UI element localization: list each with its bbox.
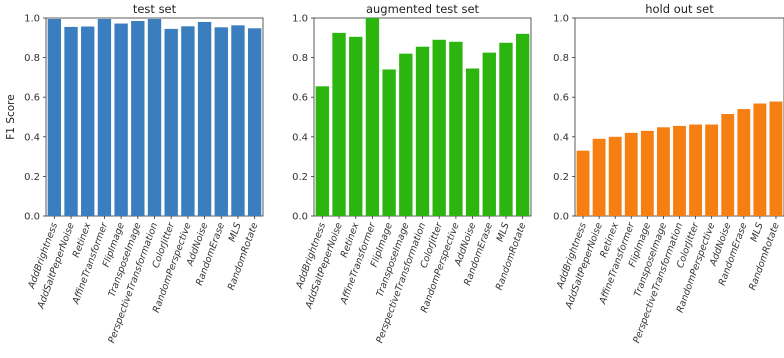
chart-panel: 0.00.20.40.60.81.0AddBrightnessAddSaltPe… xyxy=(292,2,532,345)
bar xyxy=(769,101,783,216)
y-tick-label: 0.6 xyxy=(553,93,569,104)
y-tick-label: 0.4 xyxy=(292,132,308,143)
bar xyxy=(315,86,330,216)
bar xyxy=(656,127,670,216)
y-tick-label: 0.4 xyxy=(24,132,40,143)
bar xyxy=(332,32,346,216)
y-tick-label: 0.2 xyxy=(292,172,308,183)
bar xyxy=(499,42,513,216)
chart-panel: 0.00.20.40.60.81.0AddBrightnessAddSaltPe… xyxy=(553,2,784,345)
bar xyxy=(164,28,178,216)
bar xyxy=(689,124,703,216)
bar xyxy=(147,18,162,216)
x-tick-label: MLS xyxy=(749,221,766,243)
bar xyxy=(515,33,530,217)
bar xyxy=(673,125,686,216)
chart-title: augmented test set xyxy=(366,2,480,16)
bar xyxy=(114,23,128,216)
bar xyxy=(64,26,78,216)
chart-title: hold out set xyxy=(645,2,714,16)
bar xyxy=(197,21,212,217)
bar xyxy=(449,41,463,217)
bar xyxy=(640,130,654,216)
y-tick-label: 1.0 xyxy=(553,14,569,25)
bar xyxy=(382,69,396,216)
bar xyxy=(576,150,590,216)
y-tick-label: 0.0 xyxy=(292,212,308,223)
y-tick-label: 1.0 xyxy=(292,14,308,25)
y-tick-label: 0.8 xyxy=(553,53,569,64)
y-tick-label: 0.4 xyxy=(553,132,569,143)
bar xyxy=(365,18,380,216)
bar xyxy=(415,46,430,217)
bar xyxy=(432,39,446,216)
y-tick-label: 1.0 xyxy=(24,14,40,25)
bar xyxy=(247,28,262,216)
y-tick-label: 0.6 xyxy=(24,93,40,104)
y-tick-label: 0.6 xyxy=(292,93,308,104)
bar xyxy=(47,18,62,216)
y-tick-label: 0.8 xyxy=(292,53,308,64)
y-tick-label: 0.0 xyxy=(553,212,569,223)
bar xyxy=(181,26,195,217)
bar xyxy=(753,103,767,216)
bar xyxy=(624,132,638,216)
bar xyxy=(705,124,719,216)
bar xyxy=(214,27,228,216)
x-tick-label: MLS xyxy=(227,221,244,243)
bar xyxy=(399,53,413,216)
y-tick-label: 0.8 xyxy=(24,53,40,64)
chart-panel: 0.00.20.40.60.81.0AddBrightnessAddSaltPe… xyxy=(5,2,264,345)
bar xyxy=(81,26,95,216)
bar xyxy=(131,20,145,216)
bar xyxy=(349,36,363,217)
bar xyxy=(97,18,112,216)
bar xyxy=(231,25,245,216)
y-tick-label: 0.0 xyxy=(24,212,40,223)
bar xyxy=(592,138,606,216)
chart-title: test set xyxy=(133,2,177,16)
bar xyxy=(465,68,480,217)
y-tick-label: 0.2 xyxy=(553,172,569,183)
y-axis-label: F1 Score xyxy=(5,94,17,139)
x-tick-label: MLS xyxy=(495,221,512,243)
bar xyxy=(721,114,735,216)
bar xyxy=(608,136,622,216)
y-tick-label: 0.2 xyxy=(24,172,40,183)
bar xyxy=(737,109,751,216)
bar xyxy=(482,52,496,217)
